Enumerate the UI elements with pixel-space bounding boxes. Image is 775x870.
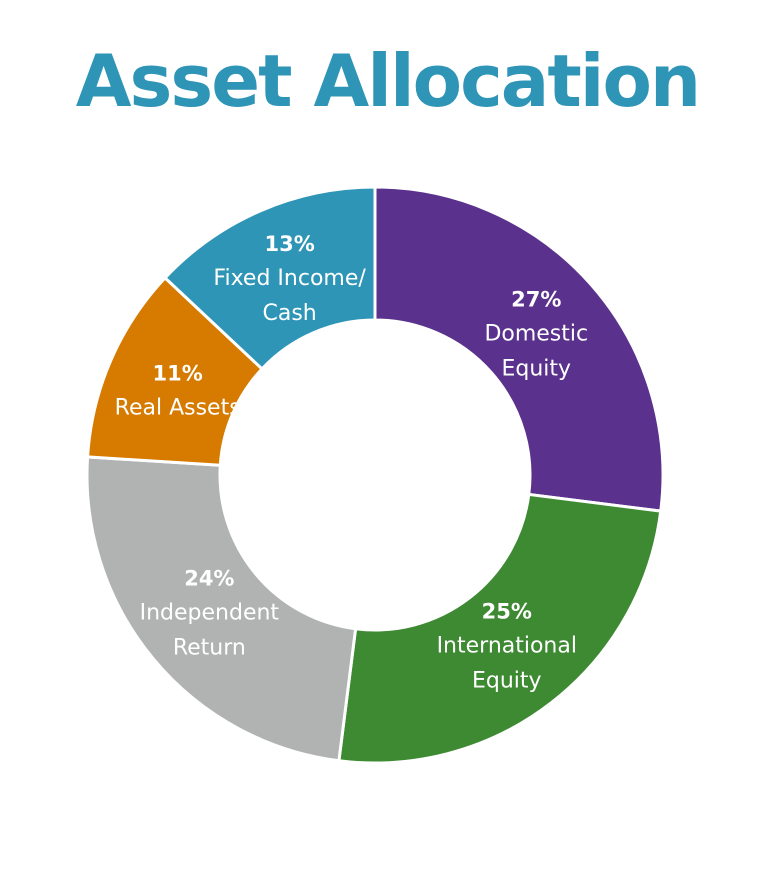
slice-pct-label-real-assets: 11% [153,362,203,386]
slice-pct-label-domestic-equity: 27% [511,287,561,311]
slice-name-label-fixed-income-cash: Cash [262,301,316,326]
slice-name-label-domestic-equity: Equity [501,356,571,381]
slice-name-label-international-equity: International [437,633,577,658]
slice-name-label-domestic-equity: Domestic [484,321,588,346]
slice-independent-return [85,455,358,763]
slice-pct-label-international-equity: 25% [482,599,532,623]
slice-name-label-independent-return: Independent [140,601,280,626]
slice-name-label-independent-return: Return [173,636,246,661]
slice-name-label-real-assets: Real Assets [115,396,241,421]
slice-international-equity [337,492,663,765]
labels-layer: 27% Domestic Equity 25% International Equity 2… [115,232,588,693]
chart-title: Asset Allocation [75,39,701,123]
slice-pct-label-independent-return: 24% [184,567,234,591]
slice-domestic-equity [373,185,665,513]
slice-pct-label-fixed-income-cash: 13% [264,232,314,256]
slice-name-label-fixed-income-cash: Fixed Income/ [213,266,366,291]
slice-name-label-international-equity: Equity [472,668,542,693]
slice-fixed-income-cash [162,185,377,372]
slices-layer [85,185,665,765]
